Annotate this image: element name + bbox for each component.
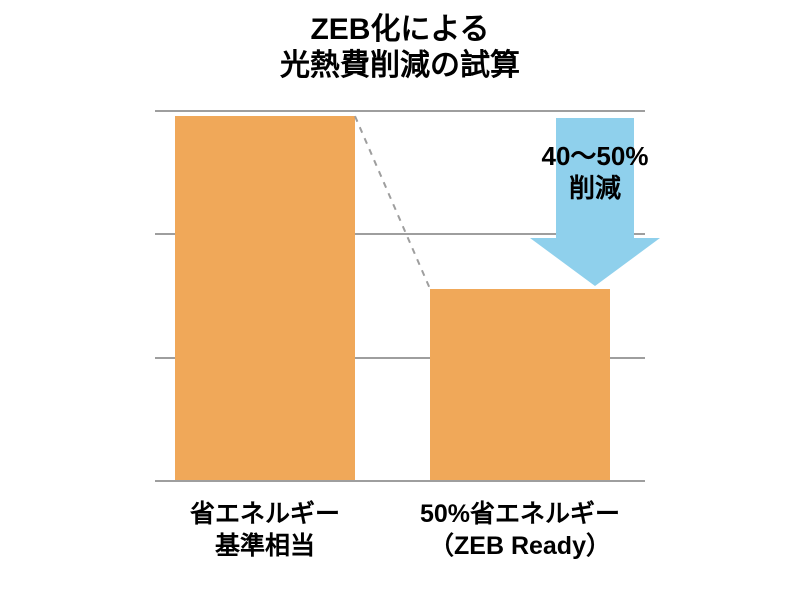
x-axis-label-zeb-ready: 50%省エネルギー （ZEB Ready） bbox=[390, 498, 650, 562]
x-axis-label-baseline-line1: 省エネルギー bbox=[135, 498, 395, 530]
bar-baseline bbox=[175, 116, 355, 480]
chart-container: { "title": { "line1": "ZEB化による", "line2"… bbox=[0, 0, 800, 600]
gridline bbox=[155, 480, 645, 482]
x-axis-label-baseline-line2: 基準相当 bbox=[135, 530, 395, 562]
chart-title: ZEB化による 光熱費削減の試算 bbox=[0, 12, 800, 84]
title-line-2: 光熱費削減の試算 bbox=[0, 48, 800, 84]
bar-zeb_ready bbox=[430, 289, 610, 480]
reduction-label-line2: 削減 bbox=[542, 172, 649, 204]
x-axis-label-baseline: 省エネルギー 基準相当 bbox=[135, 498, 395, 562]
reduction-label-line1: 40～50% bbox=[542, 140, 649, 172]
chart-plot-area: 40～50%削減 bbox=[155, 110, 645, 480]
title-line-1: ZEB化による bbox=[0, 12, 800, 48]
x-axis-label-zeb-ready-line1: 50%省エネルギー bbox=[390, 498, 650, 530]
gridline bbox=[155, 110, 645, 112]
reduction-arrow: 40～50%削減 bbox=[530, 118, 660, 286]
reduction-label: 40～50%削減 bbox=[542, 140, 649, 204]
x-axis-label-zeb-ready-line2: （ZEB Ready） bbox=[390, 530, 650, 562]
